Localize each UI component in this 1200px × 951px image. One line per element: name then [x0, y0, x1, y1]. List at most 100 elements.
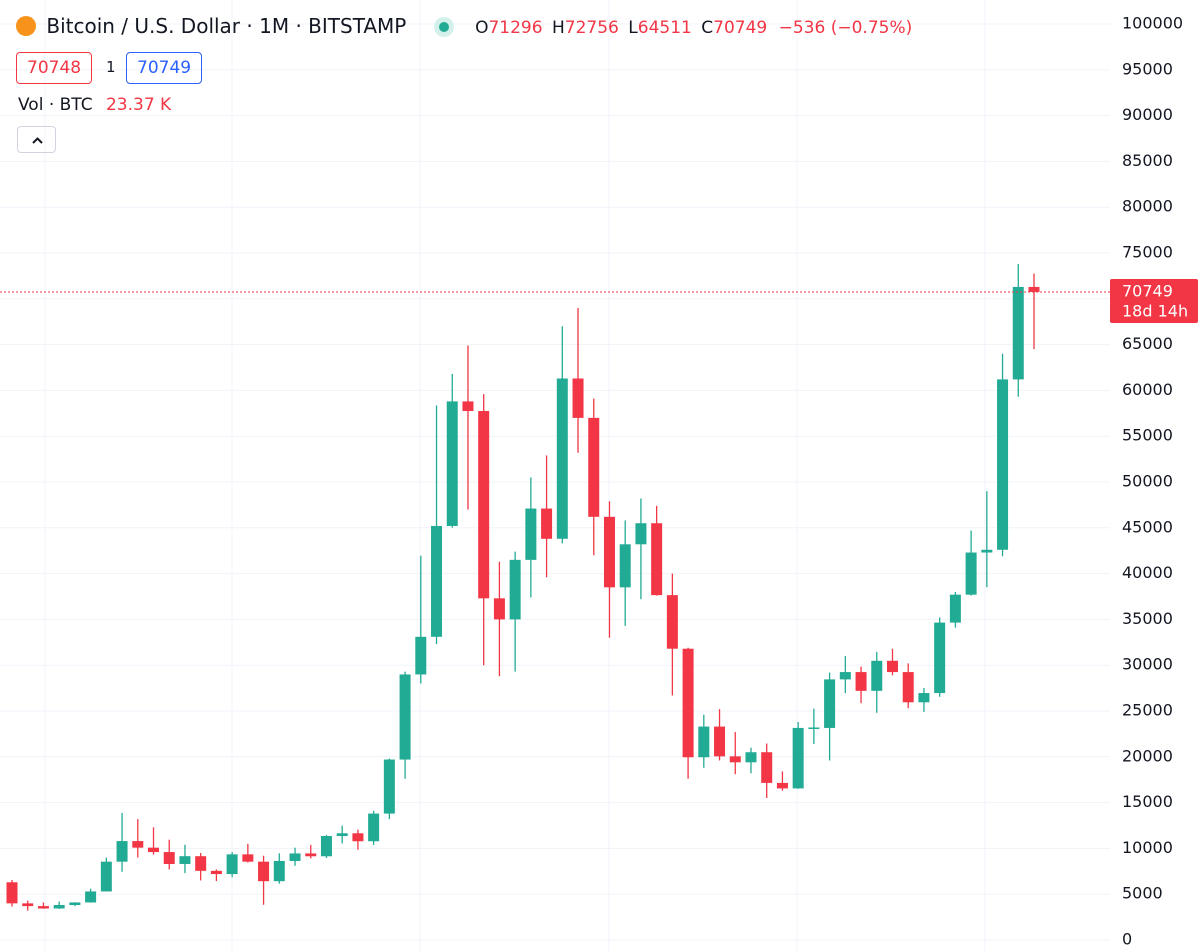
candle-body [1028, 286, 1040, 292]
candle-body [918, 693, 930, 703]
volume-legend: Vol · BTC 23.37 K [18, 95, 171, 115]
y-tick-label: 40000 [1122, 563, 1173, 582]
legend-label: C [701, 18, 714, 38]
y-tick-label: 50000 [1122, 472, 1173, 491]
candle-body [210, 870, 222, 875]
status-dot [438, 22, 449, 32]
candle-body [525, 508, 537, 560]
candle-body [965, 552, 977, 595]
legend-label: H [551, 18, 565, 38]
legend-value: 71296 [488, 18, 543, 38]
header: Bitcoin / U.S. Dollar · 1M · BITSTAMP O7… [16, 14, 912, 38]
candle-body [148, 847, 160, 853]
legend-value: 64511 [637, 18, 692, 38]
candle-body [289, 853, 301, 861]
y-tick-label: 85000 [1122, 151, 1173, 170]
y-tick-label: 35000 [1122, 609, 1173, 628]
candle-body [399, 674, 411, 760]
candle-body [745, 752, 757, 763]
y-tick-label: 30000 [1122, 655, 1173, 674]
candle-body [997, 379, 1009, 550]
collapse-button[interactable] [17, 126, 56, 153]
candle-body [336, 833, 348, 837]
legend-value: 70749 [713, 18, 768, 38]
candle-body [839, 672, 851, 680]
y-tick-label: 15000 [1122, 792, 1173, 811]
candle-body [588, 417, 600, 517]
candle-body [462, 401, 474, 412]
candle-body [886, 660, 898, 673]
candle-body [273, 860, 285, 882]
y-tick-label: 10000 [1122, 838, 1173, 857]
sell-button[interactable]: 70748 [16, 52, 93, 84]
candle-body [541, 508, 553, 539]
candle-body [478, 411, 490, 599]
y-tick-label: 75000 [1122, 243, 1173, 262]
candle-body [368, 813, 380, 842]
candle-body [572, 378, 584, 418]
y-tick-label: 5000 [1122, 884, 1163, 903]
candle-body [761, 752, 773, 783]
candle-body [855, 672, 867, 691]
candle-body [446, 401, 458, 526]
candle-body [981, 549, 993, 553]
candle-body [179, 856, 191, 864]
candle-body [305, 853, 317, 857]
candle-body [698, 726, 710, 758]
candle-body [666, 595, 678, 649]
candle-body [934, 622, 946, 694]
candle-body [383, 759, 395, 814]
candle-body [6, 882, 18, 904]
legend-label: O [475, 18, 489, 38]
buy-button[interactable]: 70749 [126, 52, 203, 84]
candle-body [556, 378, 568, 539]
quote-size: 1 [106, 58, 116, 76]
symbol-title: Bitcoin / U.S. Dollar · 1M · BITSTAMP [46, 14, 407, 38]
candle-body [415, 636, 427, 675]
y-tick-label: 80000 [1122, 197, 1173, 216]
y-tick-label: 25000 [1122, 701, 1173, 720]
candle-body [714, 726, 726, 757]
candle-body [242, 854, 254, 862]
y-tick-label: 20000 [1122, 746, 1173, 765]
price-tag-value: 70749 [1122, 281, 1173, 300]
candle-body [22, 903, 34, 907]
candle-body [163, 852, 175, 864]
y-tick-label: 45000 [1122, 517, 1173, 536]
chevron-icon [32, 137, 43, 144]
candle-body [320, 836, 332, 857]
candle-body [902, 672, 914, 703]
candle-body [635, 523, 647, 545]
legend-change: −536 (−0.75%) [778, 18, 913, 38]
y-tick-label: 90000 [1122, 105, 1173, 124]
candle-body [195, 856, 207, 871]
candle-body [37, 906, 49, 909]
volume-label: Vol · BTC [18, 95, 93, 115]
y-tick-label: 95000 [1122, 59, 1173, 78]
candle-body [258, 861, 270, 882]
volume-value: 23.37 K [105, 95, 172, 115]
legend-label: L [628, 18, 638, 38]
candle-body [808, 727, 820, 729]
candle-body [100, 861, 112, 892]
price-tag-countdown: 18d 14h [1122, 301, 1188, 320]
candle-body [619, 544, 631, 588]
candle-body [792, 727, 804, 789]
y-tick-label: 55000 [1122, 426, 1173, 445]
ohlc-legend: O71296 H72756 L64511 C70749 −536 (−0.75%… [475, 18, 912, 38]
candle-body [871, 660, 883, 691]
y-tick-label: 60000 [1122, 380, 1173, 399]
candle-body [132, 841, 144, 848]
bitcoin-icon [16, 16, 36, 36]
candle-body [729, 756, 741, 763]
candle-body [824, 679, 836, 728]
y-tick-label: 0 [1122, 930, 1132, 949]
candle-body [949, 594, 961, 623]
candle-body [226, 854, 238, 875]
price-tag [1110, 278, 1198, 323]
y-tick-label: 100000 [1122, 14, 1183, 33]
candle-body [682, 648, 694, 758]
candle-body [69, 902, 81, 906]
